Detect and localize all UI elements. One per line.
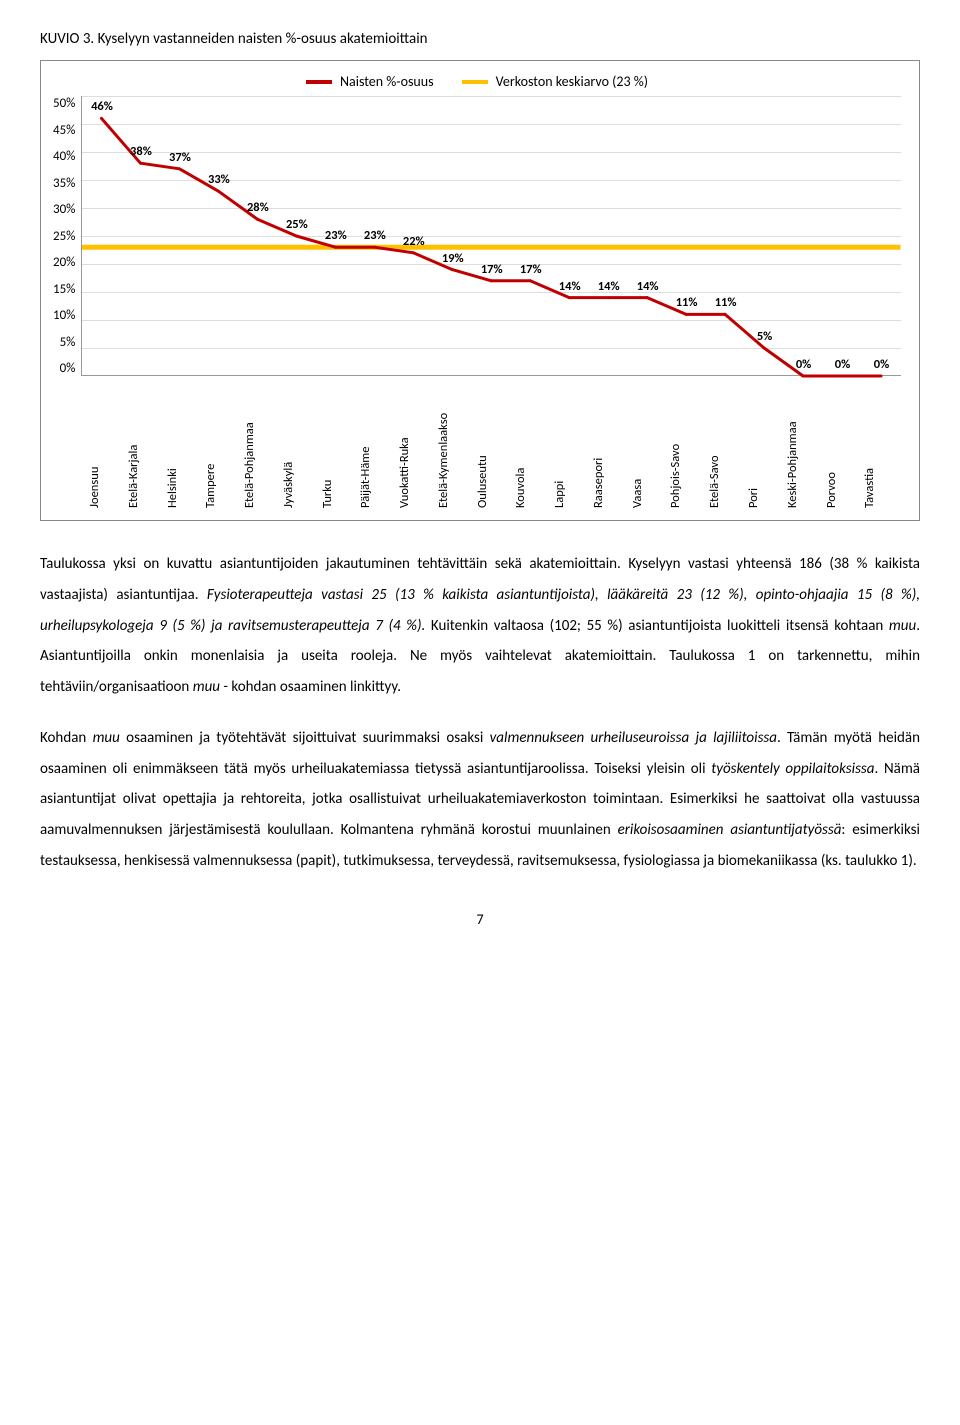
data-label: 5% (757, 329, 772, 344)
data-label: 0% (796, 357, 811, 372)
text: osaaminen ja työtehtävät sijoittuivat su… (120, 729, 490, 747)
data-label: 37% (169, 150, 191, 165)
data-label: 46% (91, 99, 113, 114)
chart-svg (82, 96, 901, 375)
text-italic: muu (93, 729, 120, 747)
x-tick: Tampere (203, 380, 242, 510)
x-tick: Lappi (552, 380, 591, 510)
y-tick: 20% (53, 255, 75, 270)
data-label: 25% (286, 217, 308, 232)
y-tick: 10% (53, 308, 75, 323)
text: - kohdan osaaminen linkittyy. (220, 678, 401, 696)
body-text: Taulukossa yksi on kuvattu asiantuntijoi… (40, 549, 920, 877)
x-tick: Vaasa (630, 380, 669, 510)
chart-legend: Naisten %-osuus Verkoston keskiarvo (23 … (53, 73, 901, 90)
x-tick: Raasepori (591, 380, 630, 510)
chart-title: KUVIO 3. Kyselyyn vastanneiden naisten %… (40, 30, 920, 48)
text: Kuitenkin valtaosa (102; 55 %) asiantunt… (425, 617, 889, 635)
x-tick: Etelä-Pohjanmaa (242, 380, 281, 510)
legend-label: Verkoston keskiarvo (23 %) (496, 73, 648, 90)
data-label: 14% (598, 279, 620, 294)
legend-swatch-yellow (462, 80, 488, 84)
text-italic: valmennukseen urheiluseuroissa ja lajili… (490, 729, 777, 747)
y-tick: 25% (53, 229, 75, 244)
data-label: 14% (559, 279, 581, 294)
x-tick: Etelä-Kymenlaakso (436, 380, 475, 510)
plot-area: 46% 38% 37% 33% 28% 25% 23% 23% 22% 19% 17% 17% 14% 1… (81, 96, 901, 376)
x-tick: Jyväskylä (281, 380, 320, 510)
data-label: 11% (715, 295, 737, 310)
text-italic: erikoisosaaminen asiantuntijatyössä (618, 821, 842, 839)
x-tick: Keski-Pohjanmaa (785, 380, 824, 510)
text: Kohdan (40, 729, 93, 747)
data-label: 23% (325, 228, 347, 243)
x-tick: Turku (320, 380, 359, 510)
legend-item-naisten: Naisten %-osuus (306, 73, 434, 90)
data-label: 22% (403, 234, 425, 249)
y-tick: 5% (60, 335, 76, 350)
x-tick: Pori (746, 380, 785, 510)
data-label: 14% (637, 279, 659, 294)
data-label: 0% (874, 357, 889, 372)
y-tick: 45% (53, 123, 75, 138)
y-tick: 15% (53, 282, 75, 297)
y-tick: 40% (53, 149, 75, 164)
data-label: 19% (442, 251, 464, 266)
legend-swatch-red (306, 80, 332, 84)
data-label: 17% (520, 262, 542, 277)
y-tick: 30% (53, 202, 75, 217)
data-label: 38% (130, 144, 152, 159)
x-tick: Päijät-Häme (358, 380, 397, 510)
data-label: 23% (364, 228, 386, 243)
paragraph-1: Taulukossa yksi on kuvattu asiantuntijoi… (40, 549, 920, 703)
data-label: 28% (247, 200, 269, 215)
text-italic: työskentely oppilaitoksissa (711, 760, 874, 778)
paragraph-2: Kohdan muu osaaminen ja työtehtävät sijo… (40, 723, 920, 877)
page-number: 7 (40, 911, 920, 928)
chart-area: 50% 45% 40% 35% 30% 25% 20% 15% 10% 5% 0% 46% 38% 37… (53, 96, 901, 376)
x-tick: Joensuu (87, 380, 126, 510)
x-tick: Etelä-Savo (707, 380, 746, 510)
text-italic: muu (889, 617, 916, 635)
legend-item-verkoston: Verkoston keskiarvo (23 %) (462, 73, 648, 90)
text-italic: muu (193, 678, 220, 696)
x-axis: JoensuuEtelä-KarjalaHelsinkiTampereEtelä… (87, 380, 901, 510)
y-tick: 50% (53, 96, 75, 111)
data-label: 11% (676, 295, 698, 310)
legend-label: Naisten %-osuus (340, 73, 434, 90)
data-label: 33% (208, 172, 230, 187)
x-tick: Kouvola (513, 380, 552, 510)
y-axis: 50% 45% 40% 35% 30% 25% 20% 15% 10% 5% 0% (53, 96, 81, 376)
data-label: 0% (835, 357, 850, 372)
x-tick: Etelä-Karjala (126, 380, 165, 510)
x-tick: Helsinki (165, 380, 204, 510)
x-tick: Ouluseutu (475, 380, 514, 510)
y-tick: 0% (60, 361, 76, 376)
chart-container: Naisten %-osuus Verkoston keskiarvo (23 … (40, 60, 920, 521)
x-tick: Vuokatti-Ruka (397, 380, 436, 510)
x-tick: Porvoo (824, 380, 863, 510)
x-tick: Pohjois-Savo (668, 380, 707, 510)
y-tick: 35% (53, 176, 75, 191)
data-label: 17% (481, 262, 503, 277)
x-tick: Tavastia (862, 380, 901, 510)
